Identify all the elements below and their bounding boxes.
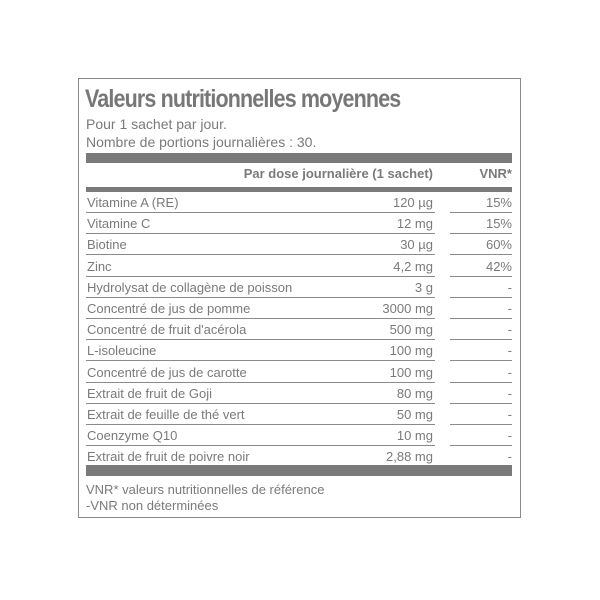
nutrient-name: Hydrolysat de collagène de poisson	[87, 279, 293, 295]
nutrient-amount: 2,88 mg	[386, 449, 433, 465]
footer-bar	[86, 465, 512, 476]
nutrient-name: Zinc	[87, 258, 112, 274]
row-divider	[86, 318, 435, 319]
row-divider	[450, 254, 512, 256]
nutrient-amount: 12 mg	[396, 216, 433, 232]
nutrient-name: Concentré de jus de pomme	[87, 301, 251, 316]
row-divider	[86, 360, 435, 362]
nutrient-name: Extrait de fruit de poivre noir	[87, 449, 250, 465]
row-divider	[86, 424, 435, 425]
nutrient-name: L-isoleucine	[87, 343, 157, 359]
nutrient-amount: 3000 mg	[382, 301, 433, 316]
nutrient-vnr: -	[507, 449, 512, 465]
nutrient-amount: 3 g	[414, 279, 433, 295]
table-row: L-isoleucine 100 mg -	[86, 340, 512, 362]
nutrient-vnr: -	[507, 301, 512, 316]
row-divider	[86, 212, 435, 213]
row-divider	[86, 275, 435, 277]
footer-note-vnr: VNR* valeurs nutritionnelles de référenc…	[86, 482, 325, 497]
row-divider	[450, 381, 512, 383]
nutrient-vnr: 15%	[485, 216, 512, 232]
row-divider	[86, 233, 435, 235]
nutrient-amount: 50 mg	[396, 407, 433, 422]
row-divider	[86, 296, 435, 298]
row-divider	[450, 318, 512, 319]
nutrient-name: Extrait de feuille de thé vert	[87, 407, 245, 422]
row-divider	[86, 402, 435, 404]
row-divider	[86, 254, 435, 256]
row-divider	[86, 445, 435, 447]
nutrient-amount: 30 µg	[400, 237, 433, 253]
nutrient-name: Biotine	[87, 237, 127, 253]
row-divider	[86, 339, 435, 341]
row-divider	[450, 233, 512, 235]
serving-info: Pour 1 sachet par jour.	[86, 116, 227, 132]
header-dose: Par dose journalière (1 sachet)	[243, 166, 433, 181]
table-title: Valeurs nutritionnelles moyennes	[85, 85, 401, 113]
nutrient-name: Concentré de jus de carotte	[87, 364, 247, 380]
nutrient-vnr: 42%	[485, 258, 512, 274]
row-divider	[450, 424, 512, 425]
table-row: Concentré de jus de pomme 3000 mg -	[86, 298, 512, 319]
nutrient-amount: 100 mg	[389, 364, 433, 380]
table-row: Concentré de fruit d'acérola 500 mg -	[86, 319, 512, 341]
nutrient-name: Vitamine C	[87, 216, 151, 232]
footer-note-undetermined: -VNR non déterminées	[86, 498, 219, 513]
nutrition-table: Valeurs nutritionnelles moyennes Pour 1 …	[78, 78, 521, 518]
table-row: Coenzyme Q10 10 mg -	[86, 425, 512, 447]
header-bar-top	[86, 153, 512, 163]
nutrient-vnr: -	[507, 407, 512, 422]
nutrient-name: Concentré de fruit d'acérola	[87, 322, 247, 338]
nutrient-name: Extrait de fruit de Goji	[87, 385, 212, 401]
nutrient-name: Coenzyme Q10	[87, 428, 178, 444]
nutrient-vnr: -	[507, 428, 512, 444]
table-row: Hydrolysat de collagène de poisson 3 g -	[86, 277, 512, 298]
table-row: Vitamine A (RE) 120 µg 15%	[86, 192, 512, 213]
table-row: Extrait de feuille de thé vert 50 mg -	[86, 404, 512, 425]
nutrient-amount: 80 mg	[396, 385, 433, 401]
table-row: Extrait de fruit de Goji 80 mg -	[86, 383, 512, 404]
row-divider	[450, 445, 512, 447]
row-divider	[86, 381, 435, 383]
table-row: Concentré de jus de carotte 100 mg -	[86, 362, 512, 383]
row-divider	[450, 402, 512, 404]
row-divider	[450, 360, 512, 362]
row-divider	[450, 296, 512, 298]
header-bar-bottom	[86, 187, 512, 192]
nutrient-name: Vitamine A (RE)	[87, 195, 179, 210]
nutrient-amount: 10 mg	[396, 428, 433, 444]
nutrient-amount: 100 mg	[389, 343, 433, 359]
nutrient-amount: 4,2 mg	[393, 258, 433, 274]
nutrient-amount: 120 µg	[392, 195, 433, 210]
nutrient-vnr: -	[507, 364, 512, 380]
header-vnr: VNR*	[479, 166, 512, 181]
table-row: Vitamine C 12 mg 15%	[86, 213, 512, 235]
nutrient-vnr: -	[507, 343, 512, 359]
table-row: Zinc 4,2 mg 42%	[86, 256, 512, 277]
portions-info: Nombre de portions journalières : 30.	[86, 134, 317, 150]
table-row: Extrait de fruit de poivre noir 2,88 mg -	[86, 446, 512, 467]
nutrient-vnr: 15%	[485, 195, 512, 210]
nutrient-vnr: -	[507, 385, 512, 401]
row-divider	[450, 275, 512, 277]
nutrient-vnr: -	[507, 279, 512, 295]
nutrient-amount: 500 mg	[389, 322, 433, 338]
nutrient-vnr: -	[507, 322, 512, 338]
row-divider	[450, 212, 512, 213]
nutrient-vnr: 60%	[485, 237, 512, 253]
row-divider	[450, 339, 512, 341]
table-row: Biotine 30 µg 60%	[86, 234, 512, 256]
